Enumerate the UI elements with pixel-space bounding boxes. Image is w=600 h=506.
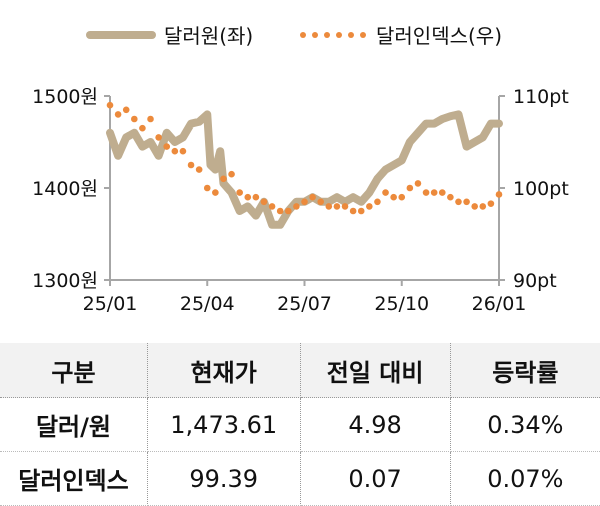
legend-item-won: 달러원(좌): [86, 20, 253, 49]
svg-text:1400원: 1400원: [32, 178, 98, 200]
row-change-rate: 0.07%: [450, 451, 600, 506]
header-change: 전일 대비: [300, 343, 451, 398]
row-current-price: 99.39: [147, 451, 301, 506]
legend-label-won: 달러원(좌): [164, 24, 254, 48]
svg-text:25/07: 25/07: [277, 293, 332, 315]
header-current-price: 현재가: [147, 343, 301, 398]
svg-text:110pt: 110pt: [513, 86, 569, 108]
legend-dots-swatch: [300, 31, 366, 38]
series-dollar-index-dots: [106, 101, 503, 215]
header-change-rate: 등락률: [450, 343, 600, 398]
header-category: 구분: [0, 343, 148, 398]
table-header-row: 구분 현재가 전일 대비 등락률: [0, 343, 600, 398]
legend-label-dollar-index: 달러인덱스(우): [376, 24, 503, 48]
axis-labels: 1500원 1400원 1300원 110pt 100pt 90pt 25/01 25/04 2…: [32, 86, 569, 315]
row-name: 달러인덱스: [0, 451, 148, 506]
row-change-rate: 0.34%: [450, 397, 600, 452]
svg-text:100pt: 100pt: [513, 178, 569, 200]
svg-text:25/10: 25/10: [374, 293, 429, 315]
table-row: 달러인덱스 99.39 0.07 0.07%: [0, 451, 600, 506]
svg-text:1300원: 1300원: [32, 270, 98, 292]
svg-text:25/01: 25/01: [83, 293, 138, 315]
legend-line-swatch: [86, 30, 156, 39]
summary-table: 구분 현재가 전일 대비 등락률 달러/원 1,473.61 4.98 0.34…: [0, 343, 600, 506]
svg-text:25/04: 25/04: [180, 293, 235, 315]
svg-text:26/01: 26/01: [472, 293, 527, 315]
row-current-price: 1,473.61: [147, 397, 301, 452]
series-won-line: [106, 110, 503, 229]
svg-text:90pt: 90pt: [513, 270, 557, 292]
row-change: 4.98: [300, 397, 451, 452]
legend-item-dollar-index: 달러인덱스(우): [300, 20, 502, 49]
chart-plot: 1500원 1400원 1300원 110pt 100pt 90pt 25/01 25/04 2…: [32, 86, 569, 315]
svg-text:1500원: 1500원: [32, 86, 98, 108]
row-name: 달러/원: [0, 397, 148, 452]
table-row: 달러/원 1,473.61 4.98 0.34%: [0, 397, 600, 452]
row-change: 0.07: [300, 451, 451, 506]
chart-legend: 달러원(좌) 달러인덱스(우): [0, 20, 600, 60]
chart-axes: [104, 95, 505, 286]
